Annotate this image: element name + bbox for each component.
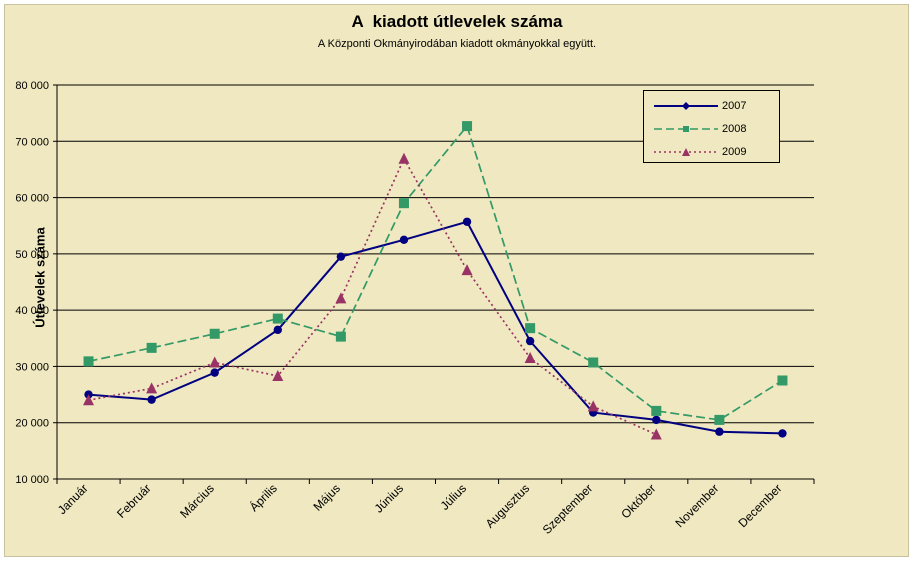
data-point-2007 bbox=[652, 415, 661, 425]
data-point-2007 bbox=[210, 368, 219, 377]
y-tick-label: 10 000 bbox=[15, 474, 49, 486]
y-tick-label: 30 000 bbox=[15, 361, 49, 373]
data-point-2009 bbox=[146, 382, 158, 394]
y-tick-label: 40 000 bbox=[15, 305, 49, 317]
data-point-2008 bbox=[462, 121, 473, 132]
legend-label: 2009 bbox=[722, 146, 747, 158]
data-point-2008 bbox=[651, 405, 662, 416]
data-point-2007 bbox=[399, 235, 409, 244]
data-point-2008 bbox=[83, 356, 94, 367]
y-axis-label: Útlevelek száma bbox=[32, 227, 48, 328]
data-point-2008 bbox=[398, 198, 409, 209]
legend-label: 2007 bbox=[722, 100, 747, 112]
data-point-2008 bbox=[146, 342, 157, 353]
y-tick-label: 60 000 bbox=[15, 193, 49, 205]
x-tick-label: Január bbox=[55, 481, 91, 517]
y-tick-label: 80 000 bbox=[15, 80, 49, 92]
data-point-2007 bbox=[336, 252, 346, 261]
x-tick-label: Április bbox=[246, 481, 280, 515]
data-point-2009 bbox=[335, 292, 347, 304]
legend-item-2009: 2009 bbox=[644, 142, 781, 162]
data-point-2009 bbox=[398, 152, 410, 164]
data-point-2007 bbox=[525, 336, 535, 346]
x-tick-label: Október bbox=[618, 481, 658, 521]
data-point-2009 bbox=[272, 369, 284, 381]
data-point-2009 bbox=[650, 428, 662, 440]
data-point-2007 bbox=[462, 217, 472, 226]
chart-subtitle: A Központi Okmányirodában kiadott okmány… bbox=[317, 38, 597, 50]
data-point-2009 bbox=[209, 356, 221, 368]
data-point-2008 bbox=[525, 323, 536, 334]
data-point-2008 bbox=[335, 331, 346, 342]
data-point-2008 bbox=[209, 328, 220, 339]
data-point-2008 bbox=[714, 414, 725, 425]
chart-title: A kiadott útlevelek száma bbox=[351, 12, 563, 31]
legend-item-2008: 2008 bbox=[644, 119, 781, 139]
y-tick-label: 70 000 bbox=[15, 136, 49, 148]
x-tick-label: Július bbox=[438, 481, 470, 513]
data-point-2007 bbox=[147, 395, 156, 404]
x-tick-label: Június bbox=[372, 481, 406, 515]
data-point-2009 bbox=[83, 394, 95, 406]
data-point-2007 bbox=[778, 429, 787, 438]
data-point-2009 bbox=[587, 400, 599, 412]
data-point-2007 bbox=[273, 325, 282, 335]
legend-item-2007: 2007 bbox=[644, 96, 781, 116]
series-line-2007 bbox=[88, 220, 783, 435]
x-tick-label: December bbox=[736, 481, 785, 530]
data-point-2008 bbox=[588, 357, 599, 368]
legend-label: 2008 bbox=[722, 123, 747, 135]
x-tick-label: Március bbox=[177, 481, 217, 521]
x-tick-label: Augusztus bbox=[483, 481, 533, 531]
data-point-2009 bbox=[524, 351, 536, 363]
x-tick-label: Február bbox=[114, 481, 154, 521]
x-tick-label: November bbox=[672, 481, 721, 530]
y-tick-label: 20 000 bbox=[15, 418, 49, 430]
y-tick-label: 50 000 bbox=[15, 249, 49, 261]
data-point-2008 bbox=[777, 375, 788, 386]
series-line-2009 bbox=[88, 156, 657, 436]
data-point-2008 bbox=[272, 313, 283, 324]
data-point-2009 bbox=[461, 264, 473, 276]
series-line-2008 bbox=[88, 124, 783, 421]
x-tick-label: Május bbox=[310, 481, 343, 514]
x-tick-label: Szeptember bbox=[540, 481, 596, 537]
data-point-2007 bbox=[715, 427, 724, 436]
legend: 2007 2008 2009 bbox=[643, 90, 780, 163]
